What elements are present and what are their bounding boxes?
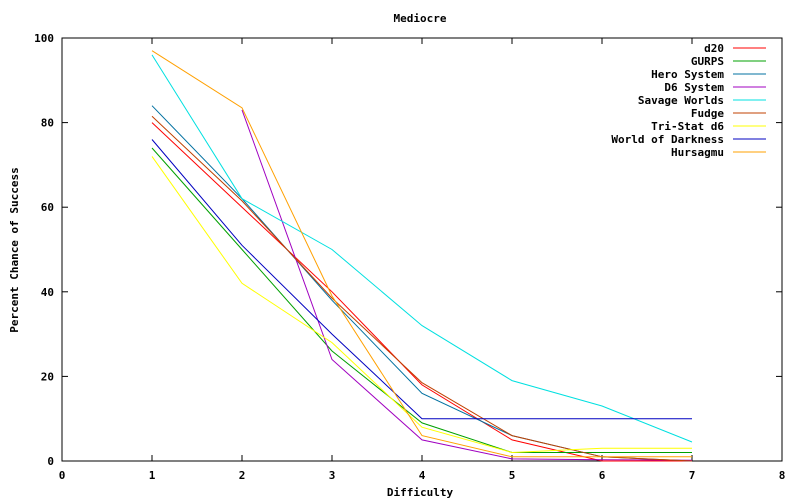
y-tick-label: 60 xyxy=(41,201,54,214)
x-tick-label: 5 xyxy=(509,469,516,482)
x-tick-label: 6 xyxy=(599,469,606,482)
series-line-hero-system xyxy=(151,105,693,462)
y-tick-label: 0 xyxy=(47,455,54,468)
legend-label: Fudge xyxy=(691,107,724,120)
x-tick-label: 1 xyxy=(149,469,156,482)
legend-label: Hursagmu xyxy=(671,146,724,159)
x-axis-label: Difficulty xyxy=(387,486,454,499)
x-tick-label: 2 xyxy=(239,469,246,482)
legend-label: d20 xyxy=(704,42,724,55)
series-lines xyxy=(151,50,693,462)
series-line-tri-stat-d6 xyxy=(151,156,692,454)
x-tick-label: 8 xyxy=(779,469,786,482)
series-line-world-of-darkness xyxy=(151,139,692,420)
y-tick-label: 100 xyxy=(34,32,54,45)
y-tick-label: 40 xyxy=(41,286,54,299)
y-tick-label: 80 xyxy=(41,117,54,130)
x-tick-label: 0 xyxy=(59,469,66,482)
legend-label: Tri-Stat d6 xyxy=(651,120,724,133)
legend-label: Savage Worlds xyxy=(638,94,724,107)
chart-title: Mediocre xyxy=(394,12,447,25)
legend-label: GURPS xyxy=(691,55,724,68)
x-tick-label: 7 xyxy=(689,469,696,482)
series-line-d20 xyxy=(151,122,692,462)
series-line-d6-system xyxy=(241,109,693,461)
series-line-savage-worlds xyxy=(151,54,693,443)
legend-label: Hero System xyxy=(651,68,724,81)
x-tick-label: 4 xyxy=(419,469,426,482)
legend-label: D6 System xyxy=(664,81,724,94)
series-line-gurps xyxy=(151,147,692,453)
y-tick-label: 20 xyxy=(41,370,54,383)
x-tick-label: 3 xyxy=(329,469,336,482)
legend-label: World of Darkness xyxy=(611,133,724,146)
series-line-hursagmu xyxy=(151,50,692,458)
y-axis-label: Percent Chance of Success xyxy=(8,167,21,333)
